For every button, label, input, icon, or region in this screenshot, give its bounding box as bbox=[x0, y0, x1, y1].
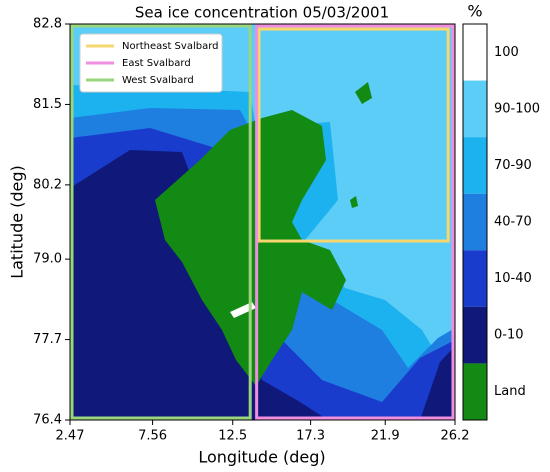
plot-frame bbox=[69, 23, 456, 421]
y-tick-label: 77.7 bbox=[33, 332, 62, 347]
map-zone bbox=[350, 196, 358, 208]
x-tick-label: 2.47 bbox=[56, 429, 85, 444]
colorbar-label: % bbox=[467, 2, 482, 21]
x-tick-label: 7.56 bbox=[138, 429, 167, 444]
legend-label: West Svalbard bbox=[122, 75, 194, 86]
colorbar-tick-label: 10-40 bbox=[494, 271, 532, 286]
x-axis-label: Longitude (deg) bbox=[198, 448, 325, 467]
x-tick-label: 26.2 bbox=[441, 429, 470, 444]
x-tick-label: 12.5 bbox=[218, 429, 247, 444]
legend-label: East Svalbard bbox=[122, 58, 191, 69]
x-tick-label: 17.3 bbox=[296, 429, 325, 444]
x-tick-label: 21.9 bbox=[371, 429, 400, 444]
map-zone bbox=[355, 82, 372, 104]
colorbar-band bbox=[463, 250, 487, 307]
colorbar-tick-label: 90-100 bbox=[494, 101, 540, 116]
region-box bbox=[255, 24, 455, 420]
colorbar-band bbox=[463, 80, 487, 138]
colorbar-band bbox=[463, 24, 487, 81]
chart-title: Sea ice concentration 05/03/2001 bbox=[135, 4, 389, 22]
y-tick-label: 81.5 bbox=[33, 97, 62, 112]
region-box bbox=[70, 24, 252, 420]
colorbar-band bbox=[463, 363, 487, 420]
y-axis-label: Latitude (deg) bbox=[8, 165, 27, 279]
y-tick-label: 76.4 bbox=[33, 413, 62, 428]
colorbar-tick-label: 70-90 bbox=[494, 158, 532, 173]
colorbar-frame bbox=[462, 23, 488, 421]
colorbar-tick-label: 100 bbox=[494, 45, 519, 60]
region-box bbox=[257, 27, 450, 243]
colorbar-tick-label: 0-10 bbox=[494, 328, 524, 343]
colorbar-tick-label: Land bbox=[494, 384, 526, 399]
legend-box bbox=[79, 33, 223, 93]
legend-label: Northeast Svalbard bbox=[122, 41, 219, 52]
colorbar-band bbox=[463, 193, 487, 251]
y-tick-label: 80.2 bbox=[33, 177, 62, 192]
map-zone bbox=[420, 346, 455, 420]
y-tick-label: 79.0 bbox=[33, 252, 62, 267]
colorbar-band bbox=[463, 306, 487, 364]
y-tick-label: 82.8 bbox=[33, 17, 62, 32]
colorbar-tick-label: 40-70 bbox=[494, 215, 532, 230]
colorbar-band bbox=[463, 137, 487, 194]
